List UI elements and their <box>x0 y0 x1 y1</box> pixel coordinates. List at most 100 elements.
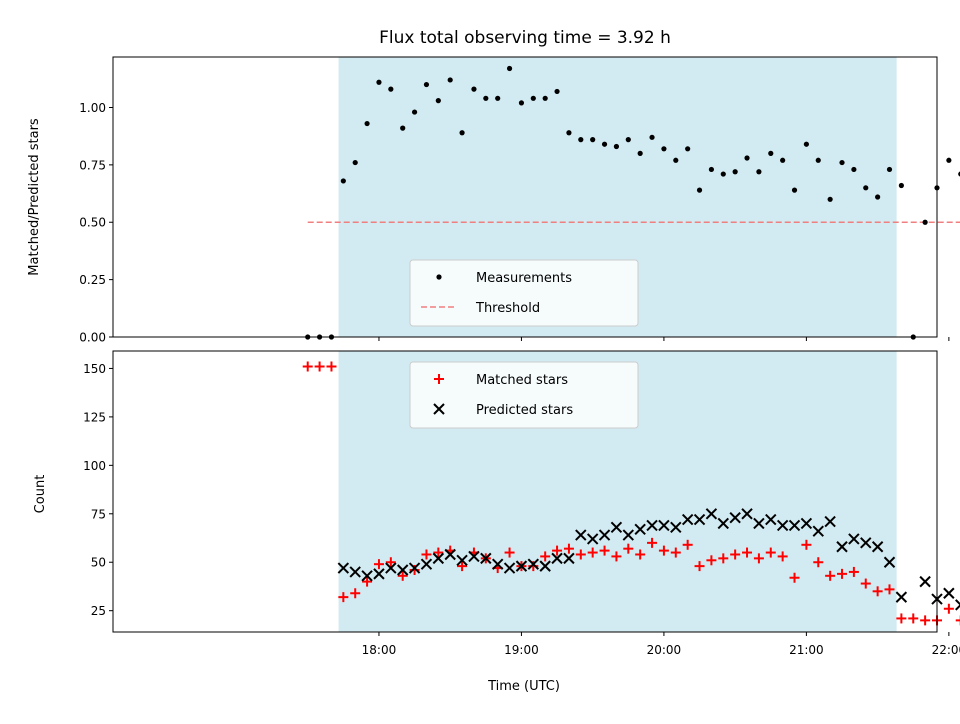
legend-label: Measurements <box>476 271 572 286</box>
predicted-stars-point <box>943 587 955 599</box>
x-b <box>480 552 492 565</box>
measurements-point <box>780 157 786 163</box>
measurements-point <box>601 141 608 147</box>
x-b <box>812 525 824 537</box>
top-y-tick-label: 0.00 <box>79 331 106 345</box>
x-b <box>622 529 635 541</box>
x-b <box>432 552 445 565</box>
measurements-point <box>708 166 715 173</box>
x-tick-label: 22:00 <box>932 643 960 657</box>
matched-stars-point <box>338 592 349 603</box>
predicted-stars-point <box>658 519 670 532</box>
matched-stars-point <box>575 549 586 560</box>
measurements-point <box>400 125 406 131</box>
measurements-point <box>744 155 750 161</box>
x-b <box>955 604 960 611</box>
x-tick-label: 19:00 <box>504 643 539 657</box>
matched-stars-point <box>908 613 919 624</box>
matched-stars-point <box>563 543 574 554</box>
matched-stars-point <box>362 576 373 587</box>
measurements-point <box>435 98 441 104</box>
measurements-point <box>851 166 857 173</box>
x-b <box>385 562 397 574</box>
predicted-stars-point <box>836 541 848 553</box>
matched-stars-point <box>421 549 432 560</box>
measurements-point <box>578 137 584 143</box>
matched-stars-point <box>920 615 931 626</box>
x-b <box>527 558 540 570</box>
measurements-point <box>423 81 430 88</box>
x-b <box>396 564 409 576</box>
matched-stars-point <box>943 603 954 614</box>
x-b <box>444 548 456 561</box>
predicted-stars-point <box>456 554 468 567</box>
measurements-point <box>685 146 691 152</box>
legend-label: Predicted stars <box>476 403 573 418</box>
predicted-stars-point <box>634 523 646 535</box>
matched-stars-point <box>682 539 693 550</box>
matched-stars-point <box>611 551 622 562</box>
matched-stars-point <box>314 361 325 372</box>
x-tick-label: 18:00 <box>362 643 397 657</box>
x-b <box>860 537 872 549</box>
x-b <box>491 558 504 570</box>
predicted-stars-point <box>670 521 682 534</box>
measurements-point <box>554 88 560 95</box>
matched-stars-point <box>658 545 669 556</box>
x-b <box>456 554 468 567</box>
x-b <box>349 566 361 578</box>
predicted-stars-point <box>468 550 480 563</box>
matched-stars-point <box>777 551 788 562</box>
matched-stars-point <box>718 553 729 564</box>
predicted-stars-point <box>491 558 504 570</box>
x-b <box>646 519 658 532</box>
predicted-stars-point <box>361 570 373 582</box>
measurements-point <box>340 178 346 184</box>
measurements-point <box>352 159 358 166</box>
matched-stars-point <box>326 361 337 372</box>
x-b <box>420 558 433 570</box>
predicted-stars-point <box>396 564 409 576</box>
predicted-stars-point <box>610 521 623 534</box>
x-b <box>670 521 682 534</box>
measurements-point <box>720 171 726 177</box>
bottom-y-tick-label: 150 <box>83 362 106 376</box>
measurements-point <box>875 194 881 200</box>
top-y-tick-label: 0.75 <box>79 158 106 172</box>
predicted-stars-point <box>705 508 718 520</box>
matched-stars-point <box>706 555 717 566</box>
legend-box <box>409 259 639 327</box>
x-b <box>610 521 623 534</box>
matched-stars-point <box>587 547 598 558</box>
chart-title: Flux total observing time = 3.92 h <box>379 28 671 48</box>
measurements-point <box>863 185 869 191</box>
x-b <box>836 541 848 553</box>
predicted-stars-point <box>598 529 611 541</box>
matched-stars-point <box>552 545 563 556</box>
predicted-stars-point <box>765 513 777 526</box>
predicted-stars-point <box>895 591 908 603</box>
predicted-stars-point <box>800 517 813 530</box>
matched-stars-point <box>860 578 871 589</box>
measurements-point <box>732 169 738 175</box>
matched-stars-point <box>397 570 408 581</box>
measurements-point <box>768 150 774 156</box>
top-axes-frame <box>112 56 938 338</box>
x-b <box>717 517 729 530</box>
measurements-point <box>518 100 525 106</box>
matched-stars-point <box>635 549 646 560</box>
matched-stars-point <box>433 547 444 558</box>
matched-stars-point <box>385 557 396 568</box>
matched-stars-point <box>801 539 812 550</box>
legend-marker-predicted-b <box>433 403 445 415</box>
measurements-point <box>459 130 465 136</box>
measurements-point <box>839 159 845 166</box>
predicted-stars-point <box>646 519 658 532</box>
matched-stars-point <box>670 547 681 558</box>
x-b <box>883 556 896 568</box>
x-b <box>824 515 836 528</box>
x-b <box>848 533 860 545</box>
top-y-axis-label: Matched/Predicted stars <box>27 118 42 276</box>
matched-stars-point <box>599 545 610 556</box>
